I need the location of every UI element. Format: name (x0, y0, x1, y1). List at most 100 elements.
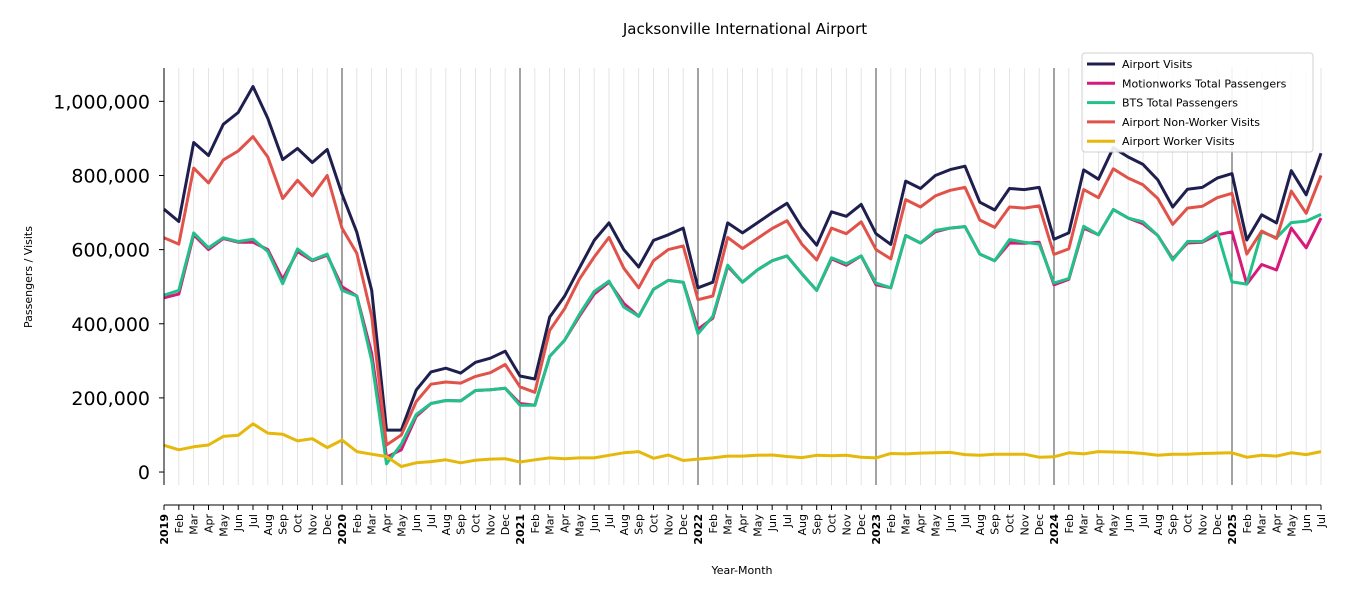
x-tick-label-month: Oct (292, 513, 305, 533)
x-tick-label-month: Mar (366, 514, 379, 535)
x-tick-label-year: 2019 (158, 514, 171, 545)
series-line-2 (163, 208, 1322, 466)
x-axis-label: Year-Month (710, 564, 772, 577)
x-tick-label-month: Nov (840, 514, 853, 536)
y-tick-label: 0 (138, 462, 150, 484)
x-tick-label-month: Apr (559, 514, 572, 534)
x-tick-label-month: Nov (306, 514, 319, 536)
x-tick-label-month: Jun (588, 514, 601, 532)
legend-entry: Airport Non-Worker Visits (1122, 116, 1260, 129)
x-tick-label-year: 2024 (1048, 514, 1061, 545)
x-tick-label-month: Aug (440, 514, 453, 535)
x-tick-label-month: Jul (959, 514, 972, 528)
x-tick-label-month: Sep (1167, 514, 1180, 535)
x-tick-label-month: May (1285, 514, 1298, 537)
x-tick-label-month: Apr (381, 514, 394, 534)
x-tick-label-month: Aug (1152, 514, 1165, 535)
series-line-4 (163, 422, 1322, 468)
x-tick-label-month: Jun (410, 514, 423, 532)
x-tick-label-month: Feb (529, 514, 542, 533)
x-tick-label-month: Apr (1093, 514, 1106, 534)
x-tick-label-month: May (395, 514, 408, 537)
x-tick-label-month: Mar (900, 514, 913, 535)
y-tick-label: 400,000 (71, 314, 150, 336)
x-tick-label-month: Feb (351, 514, 364, 533)
x-tick-label-month: Oct (826, 513, 839, 533)
x-tick-label-month: May (751, 514, 764, 537)
x-tick-label-month: Jul (603, 514, 616, 528)
x-tick-label-month: Jul (781, 514, 794, 528)
series-line-0 (163, 85, 1323, 432)
y-tick-label: 1,000,000 (53, 91, 150, 113)
x-tick-label-month: Jun (1122, 514, 1135, 532)
x-tick-label-month: Apr (203, 514, 216, 534)
x-tick-label-month: Feb (173, 514, 186, 533)
x-tick-label-year: 2021 (514, 514, 527, 545)
x-tick-label-month: Feb (885, 514, 898, 533)
x-tick-label-month: Dec (1033, 514, 1046, 535)
x-tick-label-year: 2020 (336, 514, 349, 545)
x-tick-label-month: Apr (915, 514, 928, 534)
legend-entry: Airport Worker Visits (1122, 135, 1235, 148)
grid (163, 68, 1322, 485)
x-tick-label-month: Feb (1063, 514, 1076, 533)
x-tick-label-month: Dec (321, 514, 334, 535)
legend-entry: BTS Total Passengers (1122, 97, 1238, 110)
legend-box (1081, 52, 1314, 153)
series-lines (163, 85, 1323, 468)
x-tick-label-month: Dec (677, 514, 690, 535)
series-line-3 (163, 135, 1323, 447)
x-tick-label-month: Nov (1196, 514, 1209, 536)
legend-entry: Airport Visits (1122, 58, 1193, 71)
x-tick-label-month: Aug (262, 514, 275, 535)
x-tick-label-month: Apr (737, 514, 750, 534)
x-tick-label-month: Nov (1018, 514, 1031, 536)
x-tick-label-month: Jul (247, 514, 260, 528)
x-tick-label-month: Nov (484, 514, 497, 536)
x-tick-label-year: 2022 (692, 514, 705, 545)
x-tick-label-month: Mar (544, 514, 557, 535)
x-tick-label-month: Oct (1004, 513, 1017, 533)
legend-entry: Motionworks Total Passengers (1122, 77, 1287, 90)
x-tick-label-month: Feb (1241, 514, 1254, 533)
x-tick-label-month: Jun (232, 514, 245, 532)
x-tick-label-year: 2023 (870, 514, 883, 545)
x-tick-label-month: Aug (796, 514, 809, 535)
y-tick-label: 800,000 (71, 165, 150, 187)
axes: 0 200,000 400,000 600,000 800,000 1,000,000 20… (53, 68, 1328, 545)
x-tick-label-month: Jun (766, 514, 779, 532)
x-tick-label-month: May (929, 514, 942, 537)
x-tick-label-month: Jul (1315, 514, 1328, 528)
x-tick-label-month: Sep (811, 514, 824, 535)
x-tick-label-month: Nov (662, 514, 675, 536)
x-tick-label-month: Mar (1078, 514, 1091, 535)
x-tick-label-month: Dec (499, 514, 512, 535)
x-tick-label-month: Jun (944, 514, 957, 532)
x-tick-label-year: 2025 (1226, 514, 1239, 545)
x-tick-label-month: May (573, 514, 586, 537)
y-axis-label: Passengers / Visits (22, 226, 35, 328)
x-tick-label-month: May (1107, 514, 1120, 537)
x-tick-label-month: Oct (648, 513, 661, 533)
x-tick-label-month: Dec (855, 514, 868, 535)
x-tick-label-month: Dec (1211, 514, 1224, 535)
x-tick-label-month: Jun (1300, 514, 1313, 532)
x-tick-label-month: Mar (1256, 514, 1269, 535)
y-tick-label: 600,000 (71, 240, 150, 262)
x-tick-label-month: May (217, 514, 230, 537)
x-tick-label-month: Jul (1137, 514, 1150, 528)
x-tick-label-month: Apr (1271, 514, 1284, 534)
legend: Airport Visits Motionworks Total Passenge… (1081, 52, 1314, 153)
x-tick-label-month: Oct (1182, 513, 1195, 533)
x-tick-label-month: Mar (188, 514, 201, 535)
x-tick-label-month: Mar (722, 514, 735, 535)
x-tick-label-month: Jul (425, 514, 438, 528)
x-tick-label-month: Aug (618, 514, 631, 535)
x-tick-label-month: Oct (470, 513, 483, 533)
x-tick-label-month: Sep (277, 514, 290, 535)
x-tick-label-month: Sep (455, 514, 468, 535)
x-tick-label-month: Sep (633, 514, 646, 535)
x-tick-label-month: Feb (707, 514, 720, 533)
